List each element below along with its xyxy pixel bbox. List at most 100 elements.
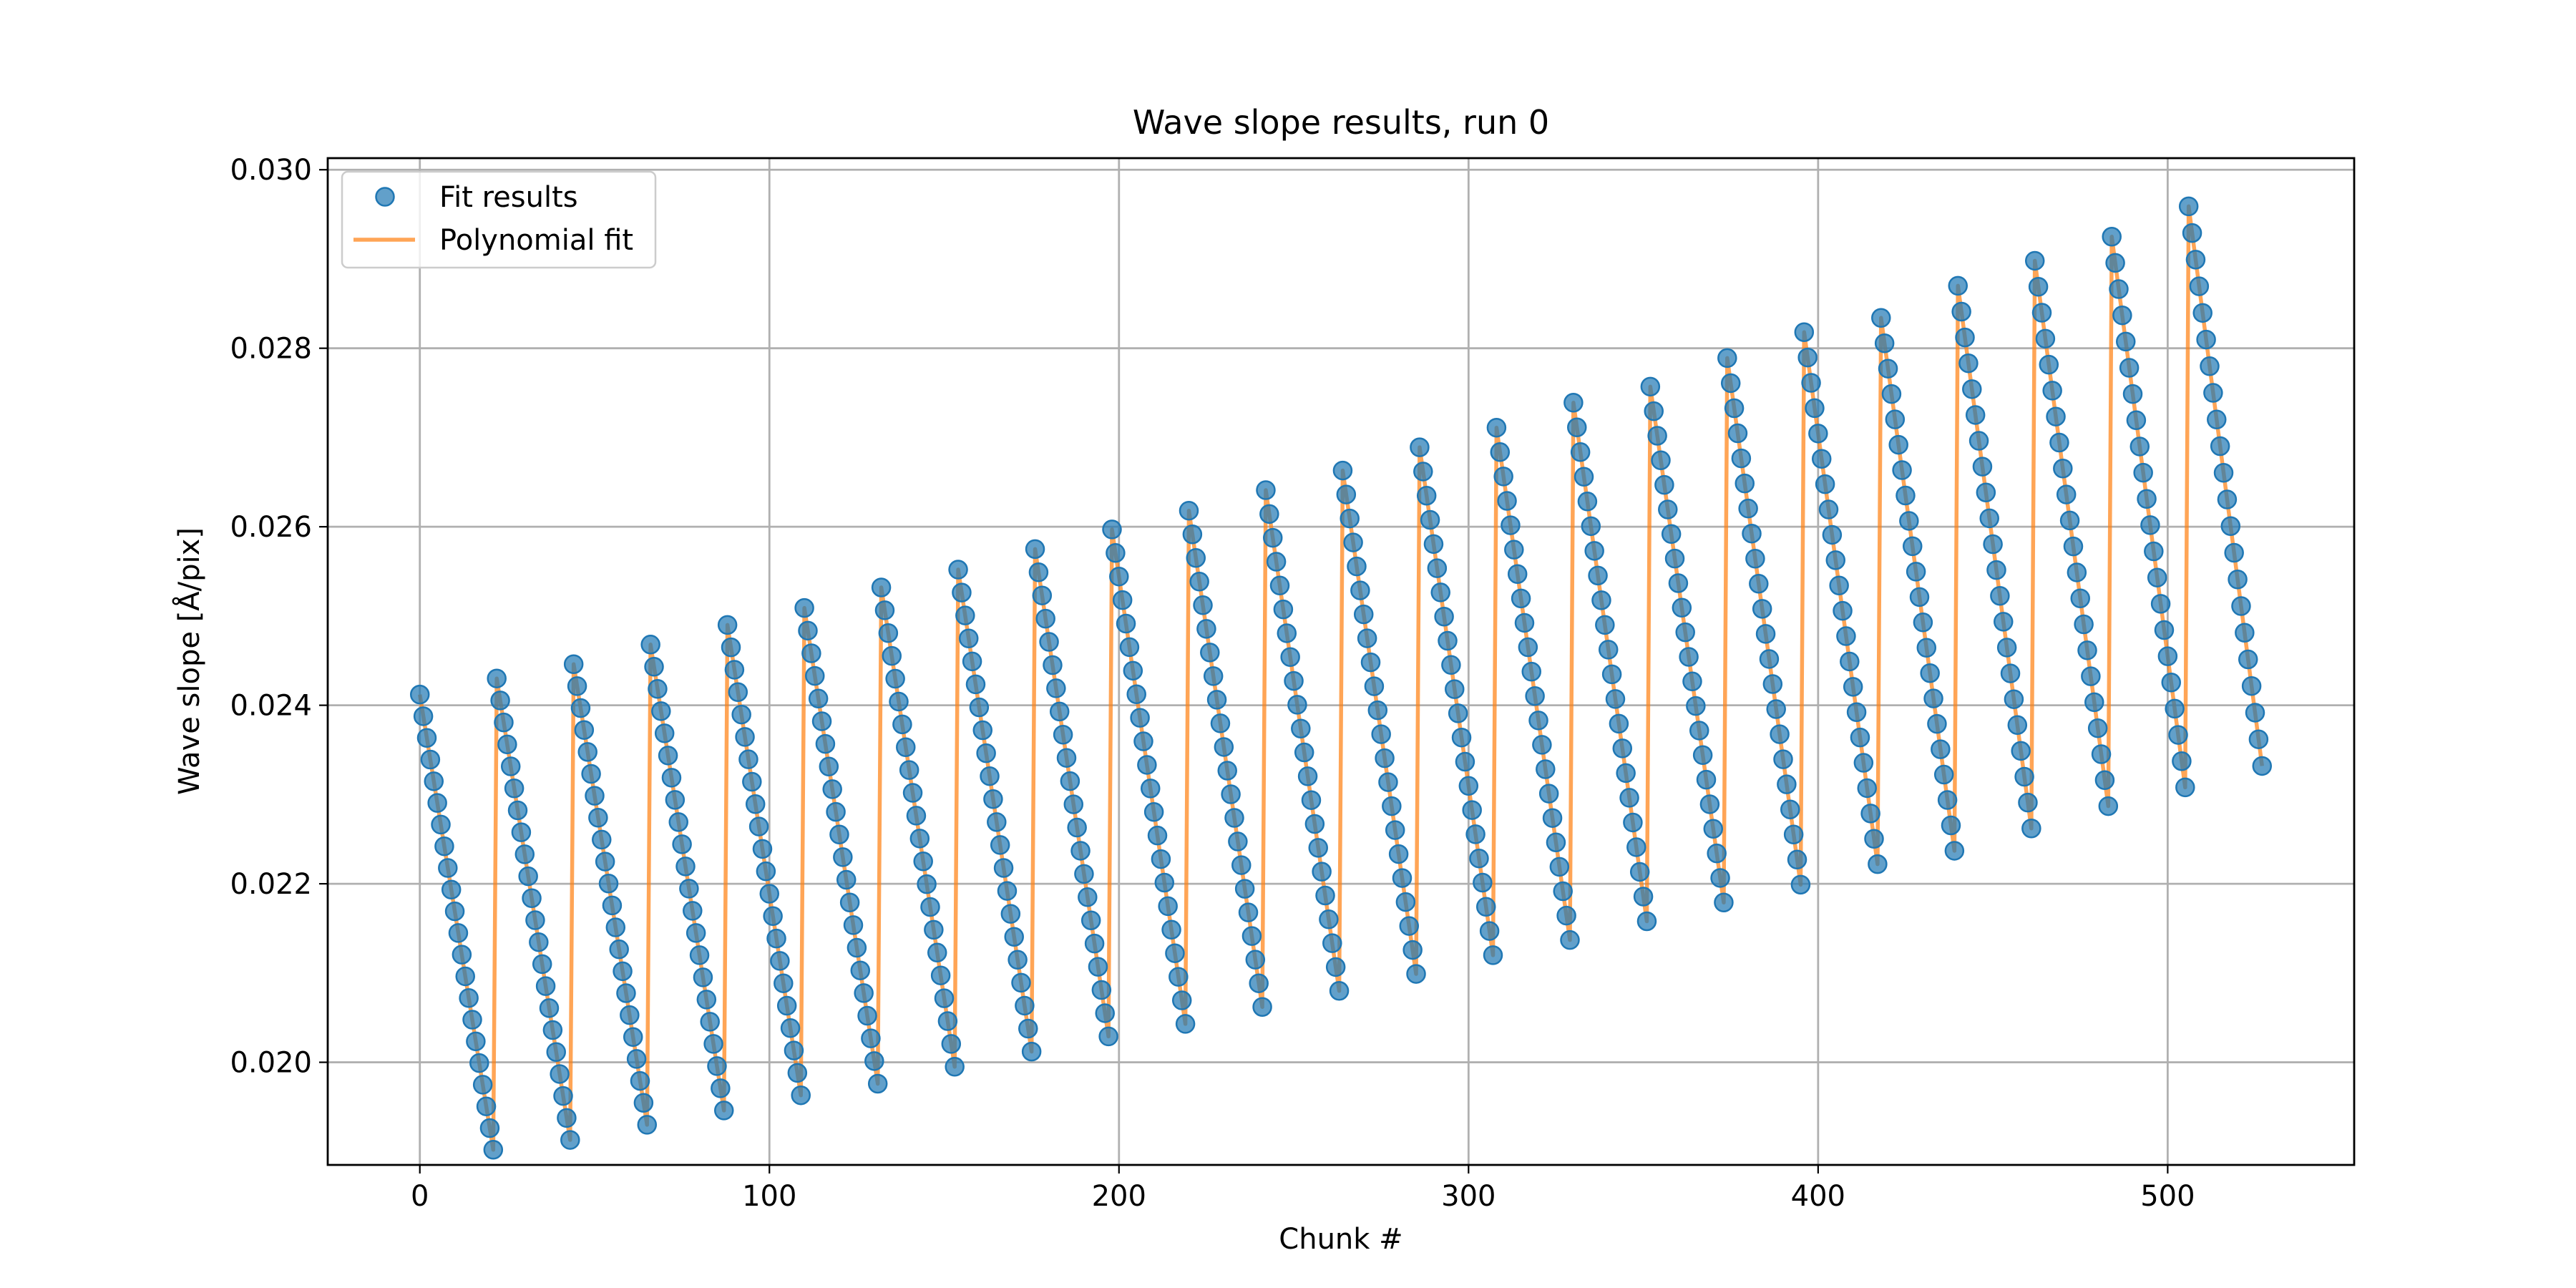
data-point <box>2150 594 2171 614</box>
data-point <box>1169 967 1189 987</box>
data-point <box>1448 703 1468 723</box>
data-point <box>1899 511 1919 531</box>
data-point <box>794 597 814 618</box>
data-point <box>2157 646 2178 666</box>
plot-area-frame <box>326 157 2356 1166</box>
data-point <box>1123 660 1143 681</box>
data-point <box>990 835 1010 855</box>
data-point <box>892 714 912 735</box>
data-point <box>416 728 437 748</box>
data-point <box>2031 303 2052 323</box>
data-point <box>1479 921 1500 941</box>
data-point <box>1130 708 1150 728</box>
data-point <box>1542 808 1563 828</box>
data-point <box>763 906 783 927</box>
data-point <box>833 847 853 867</box>
data-point <box>2081 666 2101 686</box>
data-point <box>1179 500 1199 521</box>
data-point <box>711 1078 731 1098</box>
data-point <box>1937 790 1958 810</box>
data-point <box>1340 508 1360 529</box>
data-point <box>945 1057 965 1077</box>
data-point <box>2129 436 2150 457</box>
data-point <box>801 643 821 663</box>
data-point <box>1416 485 1437 506</box>
data-point <box>1106 543 1126 563</box>
data-point <box>504 778 525 799</box>
data-point <box>1206 690 1227 710</box>
data-point <box>570 698 591 718</box>
data-point <box>1801 373 1821 393</box>
data-point <box>728 682 748 703</box>
y-tick-label: 0.020 <box>230 1047 312 1080</box>
data-point <box>483 1140 504 1160</box>
data-point <box>1965 405 1986 425</box>
data-point <box>1584 541 1604 561</box>
data-point <box>675 857 696 877</box>
data-point <box>1692 745 1713 766</box>
data-point <box>1371 724 1391 744</box>
data-point <box>1375 748 1395 769</box>
x-tick-label: 100 <box>742 1180 796 1213</box>
data-point <box>1790 874 1811 895</box>
data-point <box>2014 766 2034 787</box>
data-point <box>438 858 458 878</box>
data-point <box>1916 638 1937 658</box>
data-point <box>1203 666 1224 686</box>
data-point <box>1595 615 1615 635</box>
data-point <box>1815 474 1835 494</box>
data-point <box>1284 670 1304 691</box>
data-point <box>787 1063 808 1083</box>
data-point <box>1501 515 1521 535</box>
data-point <box>1591 590 1611 610</box>
data-point <box>500 756 521 776</box>
data-point <box>2070 588 2090 608</box>
data-point <box>2154 620 2175 640</box>
data-point <box>553 1085 573 1106</box>
data-point <box>1046 678 1066 698</box>
data-point <box>2122 384 2143 404</box>
data-point <box>1968 431 1989 451</box>
data-point <box>1846 702 1867 722</box>
data-point <box>1843 677 1863 697</box>
fit-result-markers <box>409 196 2273 1160</box>
data-point <box>1577 492 1598 512</box>
data-point <box>1941 815 1961 836</box>
data-point <box>1224 808 1244 828</box>
data-point <box>1853 753 1874 773</box>
data-point <box>2137 489 2157 509</box>
legend-frame <box>341 170 657 269</box>
data-point <box>1098 1026 1118 1047</box>
data-point <box>434 836 454 857</box>
data-point <box>1874 333 1895 353</box>
data-point <box>2007 715 2028 736</box>
data-point <box>1378 772 1398 792</box>
data-point <box>1511 588 1531 609</box>
data-point <box>620 1005 640 1025</box>
data-point <box>1035 608 1055 629</box>
data-point <box>1413 462 1433 482</box>
data-point <box>2224 542 2244 563</box>
data-point <box>811 711 832 731</box>
data-point <box>983 789 1003 809</box>
data-point <box>1612 738 1633 758</box>
data-point <box>724 660 745 680</box>
data-point <box>878 623 899 643</box>
data-point <box>1493 467 1513 487</box>
data-point <box>703 1034 723 1054</box>
data-point <box>745 794 766 814</box>
data-point <box>1262 527 1283 548</box>
data-point <box>2213 463 2234 483</box>
data-point <box>854 983 874 1003</box>
data-point <box>1060 771 1080 791</box>
data-point <box>644 657 664 677</box>
data-point <box>2161 673 2182 693</box>
data-point <box>1080 910 1101 930</box>
data-point <box>1451 727 1472 748</box>
data-point <box>535 976 556 996</box>
data-point <box>2109 279 2129 299</box>
data-point <box>1549 857 1570 877</box>
data-point <box>2067 562 2087 582</box>
data-point <box>466 1031 486 1052</box>
y-tick-label: 0.028 <box>230 333 312 366</box>
